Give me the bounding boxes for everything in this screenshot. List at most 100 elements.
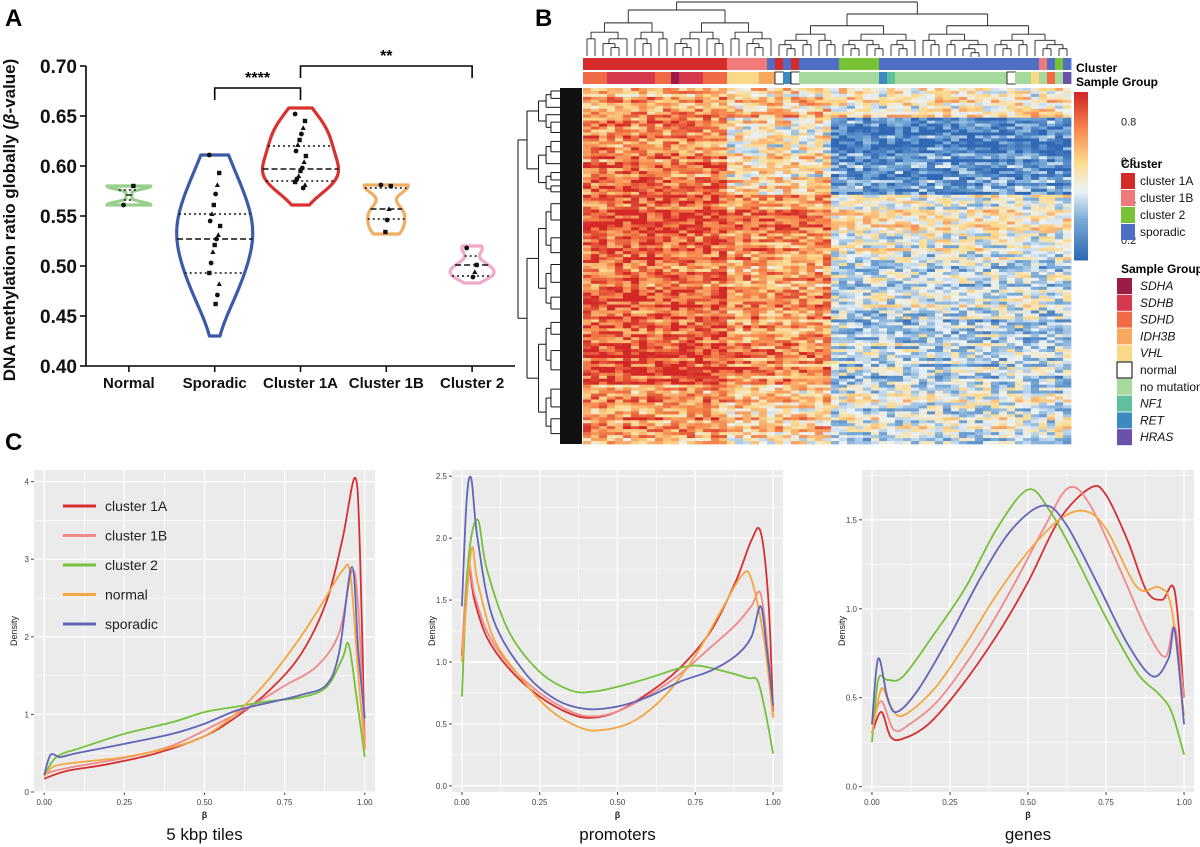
heatmap-cell — [967, 292, 976, 297]
group-annotation-cell — [607, 72, 616, 84]
heatmap-cell — [767, 298, 776, 302]
heatmap-cell — [807, 248, 816, 252]
heatmap-cell — [599, 230, 608, 234]
heatmap-cell — [951, 263, 960, 267]
heatmap-cell — [815, 191, 824, 196]
heatmap-cell — [719, 236, 728, 240]
heatmap-cell — [727, 168, 736, 172]
heatmap-cell — [751, 236, 760, 240]
panel-label-b: B — [535, 5, 552, 32]
violin-point — [215, 232, 221, 237]
heatmap-cell — [583, 224, 592, 228]
heatmap-cell — [615, 177, 624, 181]
heatmap-cell — [879, 251, 888, 255]
heatmap-cell — [919, 171, 928, 175]
heatmap-cell — [703, 289, 712, 294]
heatmap-cell — [855, 179, 864, 184]
heatmap-cell — [895, 263, 904, 267]
heatmap-cell — [663, 111, 672, 116]
heatmap-cell — [815, 236, 824, 240]
cluster-annotation-cell — [935, 58, 944, 70]
heatmap-cell — [695, 206, 704, 210]
heatmap-cell — [831, 144, 840, 148]
heatmap-cell — [719, 138, 728, 142]
heatmap-cell — [783, 266, 792, 270]
heatmap-cell — [999, 236, 1008, 240]
heatmap-cell — [1031, 144, 1040, 148]
heatmap-cell — [623, 203, 632, 208]
heatmap-cell — [695, 188, 704, 193]
heatmap-cell — [895, 105, 904, 110]
heatmap-cell — [983, 179, 992, 184]
heatmap-cell — [615, 197, 624, 202]
heatmap-cell — [631, 277, 640, 282]
heatmap-cell — [807, 135, 816, 139]
heatmap-cell — [855, 245, 864, 249]
heatmap-cell — [607, 212, 616, 216]
heatmap-cell — [783, 191, 792, 196]
heatmap-cell — [663, 260, 672, 264]
heatmap-cell — [743, 239, 752, 243]
heatmap-cell — [671, 194, 680, 199]
heatmap-cell — [823, 230, 832, 234]
cluster-annotation-cell — [1047, 58, 1056, 70]
heatmap-cell — [783, 233, 792, 237]
heatmap-cell — [903, 257, 912, 261]
heatmap-cell — [999, 212, 1008, 216]
heatmap-cell — [623, 221, 632, 225]
heatmap-cell — [671, 138, 680, 142]
heatmap-cell — [887, 197, 896, 202]
heatmap-cell — [615, 212, 624, 216]
heatmap-cell — [831, 289, 840, 294]
heatmap-cell — [767, 144, 776, 148]
heatmap-cell — [911, 206, 920, 210]
heatmap-cell — [583, 114, 592, 119]
heatmap-cell — [855, 286, 864, 291]
heatmap-cell — [703, 245, 712, 249]
violin-shape — [362, 183, 410, 236]
heatmap-cell — [735, 298, 744, 302]
violin-point — [292, 179, 298, 185]
heatmap-cell — [695, 96, 704, 101]
heatmap-cell — [719, 197, 728, 202]
heatmap-cell — [743, 117, 752, 121]
heatmap-cell — [935, 102, 944, 107]
heatmap-cell — [679, 182, 688, 187]
violin-x-tick-label: Sporadic — [183, 375, 247, 392]
heatmap-cell — [623, 194, 632, 199]
heatmap-cell — [1039, 286, 1048, 291]
heatmap-cell — [887, 280, 896, 285]
heatmap-cell — [927, 271, 936, 276]
heatmap-cell — [671, 96, 680, 101]
heatmap-cell — [927, 165, 936, 169]
heatmap-cell — [1055, 292, 1064, 297]
heatmap-cell — [975, 88, 984, 92]
heatmap-cell — [663, 197, 672, 202]
heatmap-cell — [687, 254, 696, 258]
heatmap-cell — [1055, 206, 1064, 210]
violin-point — [302, 118, 308, 124]
violin-shape — [175, 153, 255, 338]
heatmap-cell — [735, 277, 744, 282]
heatmap-cell — [1023, 286, 1032, 291]
heatmap-cell — [767, 280, 776, 285]
heatmap-cell — [919, 280, 928, 285]
heatmap-cell — [583, 150, 592, 154]
heatmap-cell — [879, 188, 888, 193]
heatmap-cell — [607, 239, 616, 243]
heatmap-cell — [1047, 271, 1056, 276]
heatmap-cell — [591, 126, 600, 130]
heatmap-cell — [727, 266, 736, 270]
heatmap-cell — [895, 117, 904, 121]
heatmap-cell — [759, 144, 768, 148]
heatmap-cell — [903, 263, 912, 267]
heatmap-cell — [855, 263, 864, 267]
heatmap-cell — [815, 141, 824, 145]
heatmap-cell — [903, 254, 912, 258]
heatmap-cell — [679, 254, 688, 258]
heatmap-cell — [615, 203, 624, 208]
heatmap-cell — [767, 182, 776, 187]
heatmap-cell — [735, 212, 744, 216]
heatmap-cell — [1031, 203, 1040, 208]
heatmap-cell — [975, 233, 984, 237]
